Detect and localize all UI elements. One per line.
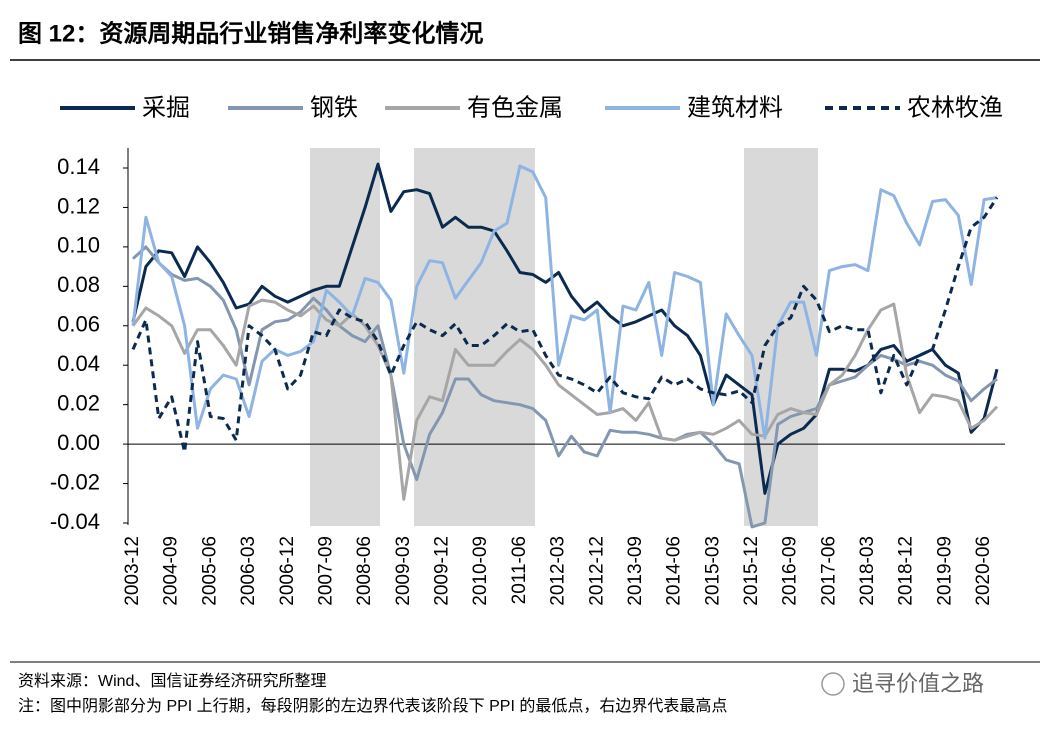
- x-tick-label: 2015-12: [741, 536, 762, 606]
- y-tick-label: -0.02: [50, 469, 100, 494]
- x-tick-label: 2018-03: [857, 536, 878, 606]
- x-tick-label: 2006-03: [238, 536, 259, 606]
- legend-label: 农林牧渔: [907, 94, 1003, 121]
- x-tick-label: 2010-09: [470, 536, 491, 606]
- x-tick-label: 2005-06: [199, 536, 220, 606]
- legend-label: 建筑材料: [687, 94, 783, 121]
- x-tick-label: 2011-06: [509, 536, 530, 604]
- legend-label: 采掘: [142, 94, 190, 121]
- x-tick-label: 2018-12: [896, 536, 917, 606]
- x-tick-label: 2016-09: [780, 536, 801, 606]
- y-tick-label: 0.12: [57, 193, 100, 218]
- x-tick-label: 2009-12: [432, 536, 453, 606]
- x-tick-label: 2019-09: [934, 536, 955, 606]
- x-tick-label: 2009-03: [393, 536, 414, 606]
- y-tick-label: 0.10: [57, 233, 100, 258]
- plot: -0.04 -0.02 0.00 0.02 0.04 0.06 0.08 0.10 0.12 0.…: [50, 94, 1005, 606]
- watermark: 追寻价值之路: [852, 671, 984, 696]
- y-tick-label: 0.00: [57, 430, 100, 455]
- x-tick-label: 2012-12: [586, 536, 607, 606]
- chart-title: 图 12：资源周期品行业销售净利率变化情况: [18, 19, 483, 47]
- legend-label: 有色金属: [467, 94, 563, 121]
- x-tick-label: 2013-09: [625, 536, 646, 606]
- legend-label: 钢铁: [310, 94, 358, 121]
- x-tick-label: 2004-09: [161, 536, 182, 606]
- y-tick-label: 0.14: [57, 154, 100, 179]
- series-line: [131, 298, 999, 501]
- shade: [414, 148, 535, 526]
- series-line: [131, 162, 999, 495]
- x-tick-label: 2006-12: [277, 536, 298, 606]
- x-tick-label: 2020-06: [973, 536, 994, 606]
- shade: [744, 148, 818, 526]
- y-tick-label: 0.04: [57, 351, 100, 376]
- series-line: [131, 164, 998, 440]
- y-tick-label: 0.02: [57, 390, 100, 415]
- note: 注：图中阴影部分为 PPI 上行期，每段阴影的左边界代表该阶段下 PPI 的最低…: [18, 697, 727, 715]
- x-tick-label: 2003-12: [122, 536, 143, 606]
- x-tick-label: 2014-06: [664, 536, 685, 606]
- watermark-icon: [821, 672, 845, 696]
- source: 资料来源：Wind、国信证券经济研究所整理: [18, 672, 326, 690]
- series-line: [131, 245, 998, 529]
- x-tick-label: 2017-06: [818, 536, 839, 606]
- y-tick-label: -0.04: [50, 509, 100, 534]
- y-tick-label: 0.08: [57, 272, 100, 297]
- x-tick-label: 2015-03: [702, 536, 723, 606]
- y-tick-label: 0.06: [57, 312, 100, 337]
- x-tick-label: 2012-03: [548, 536, 569, 606]
- series-line: [131, 196, 999, 454]
- x-tick-label: 2008-06: [354, 536, 375, 606]
- x-tick-label: 2007-09: [315, 536, 336, 606]
